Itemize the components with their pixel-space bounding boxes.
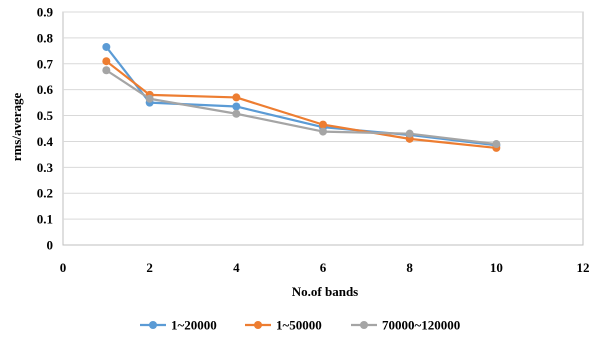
y-tick-label: 0.4 bbox=[37, 134, 54, 149]
legend-item-3: 70000~120000 bbox=[351, 318, 460, 333]
data-point bbox=[102, 42, 111, 51]
x-tick-label: 12 bbox=[577, 260, 590, 275]
legend-marker bbox=[254, 321, 262, 329]
data-point bbox=[102, 66, 111, 75]
data-point bbox=[319, 120, 327, 129]
data-point bbox=[405, 129, 414, 138]
y-tick-label: 0.8 bbox=[37, 30, 54, 45]
y-tick-label: 0.3 bbox=[37, 160, 54, 175]
legend-item-1: 1~20000 bbox=[140, 318, 217, 333]
legend-label: 1~50000 bbox=[276, 318, 322, 333]
legend: 1~20000 1~50000 70000~120000 bbox=[140, 318, 460, 333]
legend-label: 70000~120000 bbox=[382, 318, 460, 333]
y-tick-label: 0.5 bbox=[37, 108, 54, 123]
y-tick-label: 0.7 bbox=[37, 56, 54, 71]
data-point bbox=[319, 127, 327, 136]
y-tick-label: 0.6 bbox=[37, 82, 54, 97]
data-point bbox=[492, 140, 501, 149]
series-line bbox=[105, 69, 497, 146]
x-tick-label: 6 bbox=[320, 260, 327, 275]
data-point bbox=[232, 109, 241, 118]
series-3 bbox=[102, 66, 501, 149]
x-tick-label: 8 bbox=[406, 260, 413, 275]
data-point bbox=[232, 102, 241, 111]
x-tick-label: 0 bbox=[60, 260, 67, 275]
y-tick-label: 0 bbox=[47, 238, 54, 253]
y-tick-label: 0.9 bbox=[37, 5, 54, 20]
y-tick-label: 0.1 bbox=[37, 212, 53, 227]
axis-layer: 0 0.1 0.2 0.3 0.4 0.5 0.6 0.7 0.8 0.9 0 2 4 6 8 10 12 bbox=[37, 5, 590, 276]
data-point bbox=[145, 94, 154, 103]
legend-item-2: 1~50000 bbox=[245, 318, 322, 333]
legend-marker bbox=[360, 321, 368, 329]
x-axis-title: No.of bands bbox=[292, 284, 358, 299]
y-tick-label: 0.2 bbox=[37, 186, 53, 201]
y-axis-title: rms/average bbox=[9, 92, 24, 161]
x-tick-label: 10 bbox=[490, 260, 503, 275]
x-tick-label: 2 bbox=[146, 260, 153, 275]
data-point bbox=[102, 57, 111, 66]
data-point bbox=[232, 93, 241, 102]
series-line bbox=[105, 60, 497, 150]
series-layer bbox=[102, 42, 501, 152]
x-tick-label: 4 bbox=[233, 260, 240, 275]
legend-marker bbox=[149, 321, 157, 329]
legend-label: 1~20000 bbox=[171, 318, 217, 333]
